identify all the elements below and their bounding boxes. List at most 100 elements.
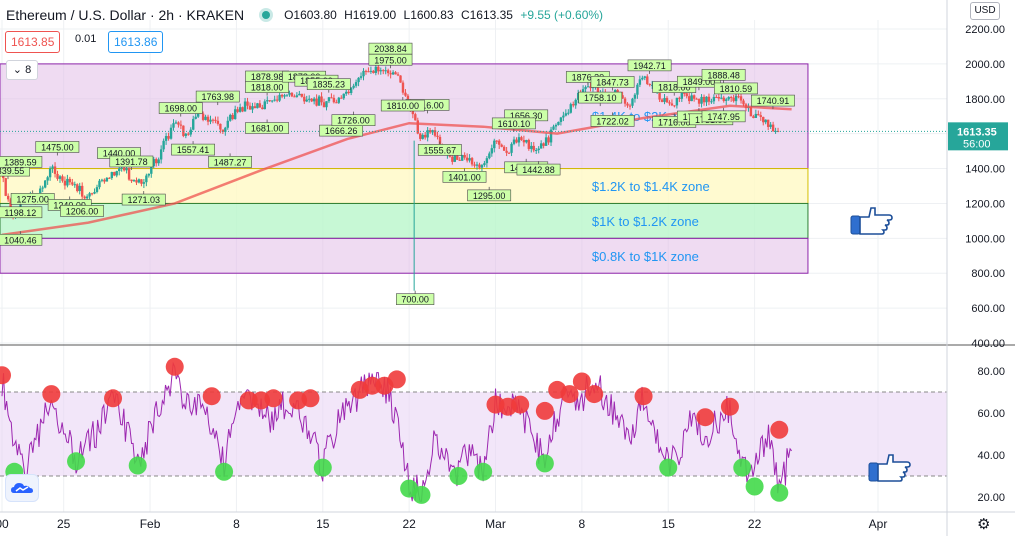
candle-body bbox=[493, 140, 496, 149]
buy-price-button[interactable]: 1613.86 bbox=[108, 31, 164, 53]
candle-body bbox=[628, 105, 632, 107]
candle-body bbox=[737, 96, 740, 98]
overbought-marker bbox=[104, 389, 123, 408]
candle-body bbox=[266, 100, 269, 102]
indicator-collapse-button[interactable]: ⌄ 8 bbox=[6, 60, 38, 80]
candle-body bbox=[362, 70, 365, 77]
label-box bbox=[516, 163, 561, 176]
candle-body bbox=[63, 180, 67, 186]
candle-body bbox=[480, 165, 484, 168]
label-text: 1763.98 bbox=[201, 92, 234, 102]
candle-body bbox=[130, 179, 133, 182]
overbought-marker bbox=[511, 395, 530, 414]
candle-body bbox=[414, 114, 417, 121]
high-label: 1740.91 bbox=[751, 94, 795, 110]
ema-layer bbox=[0, 104, 947, 237]
high-label: 1475.00 bbox=[35, 141, 80, 156]
high-label: 1835.23 bbox=[306, 78, 351, 93]
candle-body bbox=[226, 120, 229, 128]
label-box bbox=[701, 110, 746, 123]
candle-body bbox=[283, 95, 286, 97]
time-tick: 22 bbox=[748, 517, 762, 531]
candle-body bbox=[776, 130, 780, 132]
candle-body bbox=[340, 97, 343, 99]
candle-body bbox=[184, 133, 188, 136]
hand-cuff bbox=[868, 462, 879, 482]
candle-body bbox=[135, 180, 138, 183]
candle-body bbox=[764, 119, 767, 123]
cloud-icon bbox=[11, 483, 33, 493]
candle-body bbox=[206, 116, 210, 122]
candle-body bbox=[278, 94, 281, 101]
zone-band bbox=[0, 202, 809, 239]
last-price-tag bbox=[948, 122, 1008, 151]
candle-body bbox=[204, 116, 207, 120]
candle-body bbox=[61, 176, 64, 181]
high-label: 1975.00 bbox=[368, 53, 413, 69]
candle-body bbox=[118, 168, 121, 172]
candle-body bbox=[419, 133, 422, 139]
overbought-marker bbox=[572, 372, 591, 391]
candle-body bbox=[9, 199, 12, 210]
overbought-marker bbox=[165, 357, 184, 376]
label-text: 1389.59 bbox=[4, 157, 37, 167]
indicator-count: 8 bbox=[25, 64, 32, 76]
candle-body bbox=[572, 104, 575, 106]
candle-body bbox=[673, 105, 676, 107]
candle-body bbox=[46, 177, 49, 181]
rsi-tick: 80.00 bbox=[977, 366, 1005, 378]
candle-body bbox=[354, 82, 358, 86]
candle-body bbox=[461, 154, 464, 161]
candle-body bbox=[722, 97, 725, 101]
candle-body bbox=[152, 159, 155, 167]
low-label: 1810.00 bbox=[380, 97, 425, 112]
label-box bbox=[0, 233, 43, 246]
zone-label: $0.8K to $1K zone bbox=[592, 249, 699, 264]
overbought-marker bbox=[301, 389, 320, 408]
overbought-marker bbox=[560, 385, 579, 404]
label-text: 1275.00 bbox=[16, 194, 49, 204]
label-text: 1716.00 bbox=[658, 117, 691, 127]
overbought-marker bbox=[42, 385, 61, 404]
price-tick: 400.00 bbox=[971, 338, 1005, 350]
label-box bbox=[35, 141, 80, 153]
candle-body bbox=[337, 97, 341, 103]
candle-body bbox=[488, 153, 491, 159]
candle-body bbox=[616, 89, 619, 94]
candle-body bbox=[56, 173, 59, 179]
candle-body bbox=[769, 124, 772, 127]
candle-body bbox=[589, 86, 592, 89]
candle-body bbox=[4, 178, 7, 196]
sell-price-button[interactable]: 1613.85 bbox=[5, 31, 61, 53]
candle-body bbox=[456, 155, 459, 160]
candle-body bbox=[308, 98, 311, 100]
candle-body bbox=[537, 148, 540, 150]
label-text: 1610.10 bbox=[498, 119, 531, 129]
low-label: 1555.67 bbox=[417, 141, 462, 156]
label-box bbox=[627, 59, 672, 72]
overbought-marker bbox=[696, 408, 715, 427]
candle-body bbox=[345, 91, 348, 94]
candle-body bbox=[473, 164, 476, 166]
low-label: 1722.02 bbox=[590, 112, 635, 127]
overbought-marker bbox=[239, 391, 258, 410]
candle-body bbox=[739, 96, 743, 101]
candle-body bbox=[327, 97, 331, 102]
candle-body bbox=[211, 119, 215, 121]
currency-button[interactable]: USD bbox=[970, 2, 1000, 20]
close-value: C1613.35 bbox=[460, 8, 513, 22]
gear-icon[interactable]: ⚙ bbox=[977, 516, 991, 533]
label-box bbox=[0, 156, 43, 168]
candle-body bbox=[416, 120, 419, 134]
overbought-marker bbox=[585, 385, 604, 404]
candle-body bbox=[169, 127, 173, 139]
low-value: L1600.83 bbox=[403, 8, 454, 22]
hand-fingers bbox=[877, 454, 911, 482]
overbought-marker bbox=[0, 366, 11, 385]
candle-body bbox=[396, 74, 400, 76]
label-box bbox=[442, 171, 487, 183]
label-text: 1271.03 bbox=[127, 195, 160, 205]
label-text: 1666.26 bbox=[325, 126, 358, 136]
symbol-title[interactable]: Ethereum / U.S. Dollar · 2h · KRAKEN bbox=[6, 7, 245, 23]
